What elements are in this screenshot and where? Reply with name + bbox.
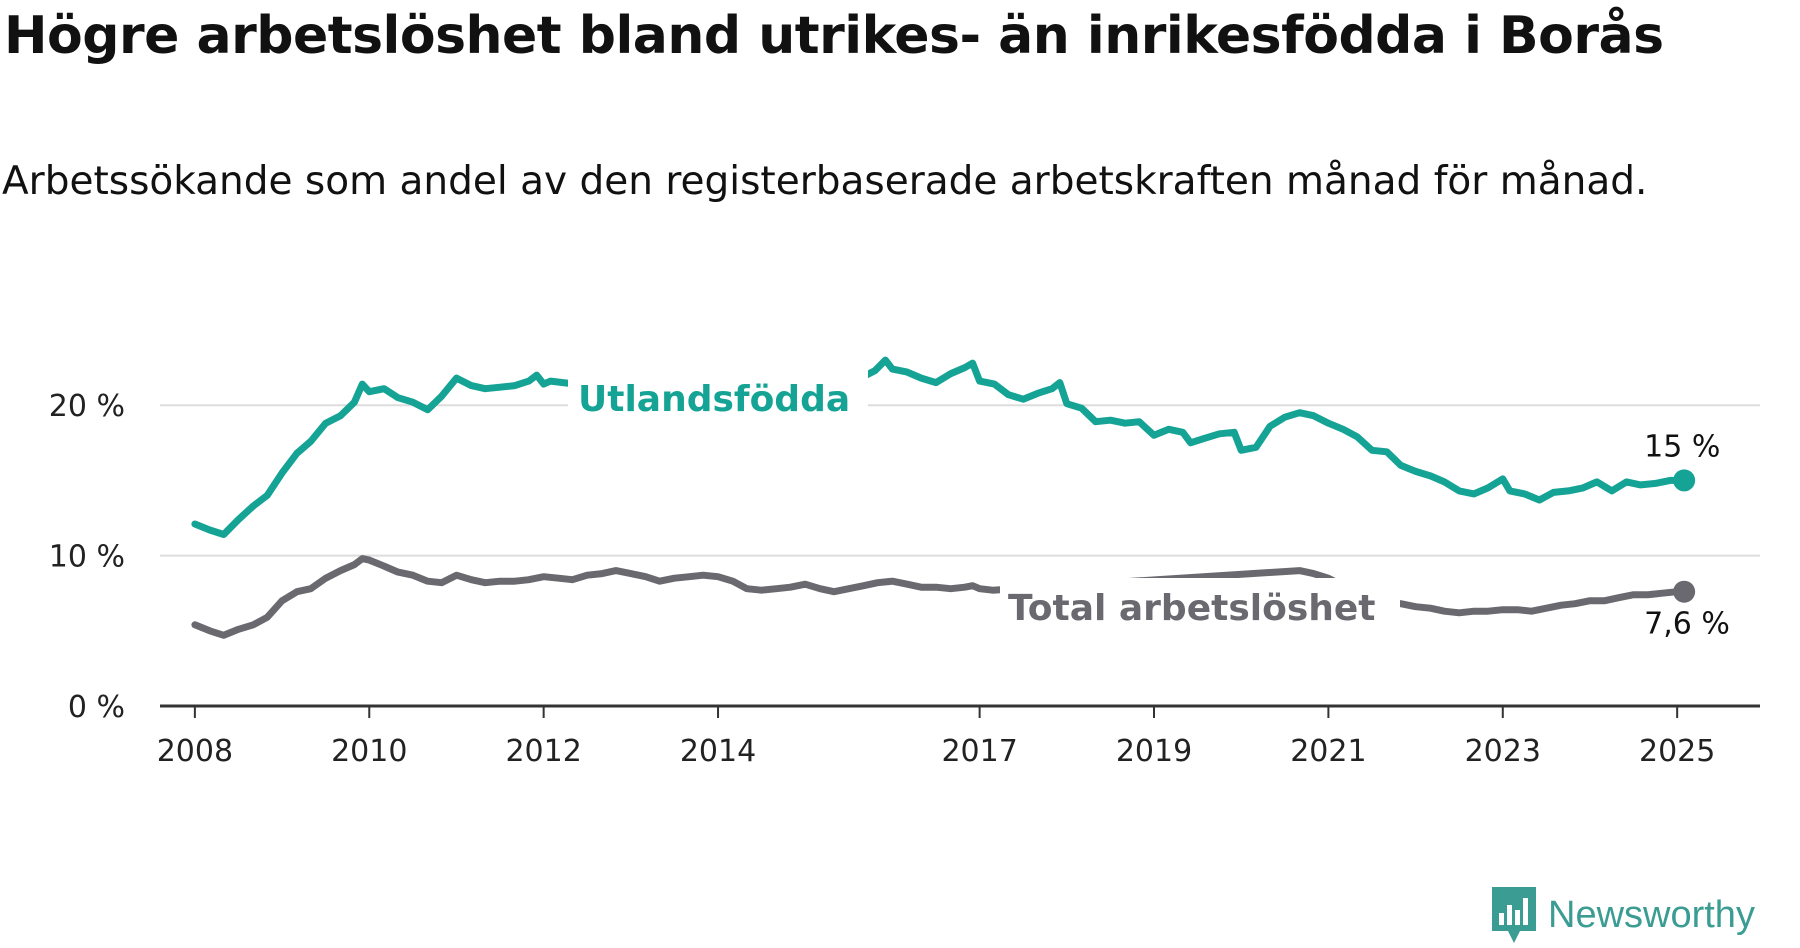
- y-tick-label: 10 %: [49, 540, 125, 575]
- chart-title: Högre arbetslöshet bland utrikes- än inr…: [4, 6, 1664, 66]
- x-tick-label: 2019: [1116, 734, 1192, 769]
- x-tick-label: 2012: [505, 734, 581, 769]
- series-lines: [191, 356, 1696, 639]
- series-end-marker-1: [1673, 580, 1696, 603]
- series-label-1: Total arbetslöshet: [1008, 588, 1376, 629]
- series-label-background: [568, 370, 868, 428]
- x-tick-label: 2017: [941, 734, 1017, 769]
- x-tick-label: 2014: [680, 734, 756, 769]
- x-tick-label: 2021: [1290, 734, 1366, 769]
- y-tick-label: 0 %: [68, 690, 125, 725]
- brand-logo: Newsworthy: [1490, 885, 1755, 945]
- x-tick-label: 2008: [157, 734, 233, 769]
- x-tick-label: 2025: [1639, 734, 1715, 769]
- series-line-1: [191, 555, 1688, 639]
- series-end-marker-0: [1673, 469, 1696, 492]
- brand-name: Newsworthy: [1548, 893, 1755, 936]
- series-end-value-0: 15 %: [1644, 429, 1720, 464]
- series-label-background: [1000, 578, 1400, 638]
- x-tick-label: 2023: [1465, 734, 1541, 769]
- series-line-0: [191, 356, 1688, 538]
- y-tick-label: 20 %: [49, 389, 125, 424]
- axes: 0 % 10 % 20 % 2008 2010 2012 2014 2017 2019 2021 2…: [49, 389, 1760, 769]
- series-label-0: Utlandsfödda: [578, 379, 850, 420]
- x-tick-label: 2010: [331, 734, 407, 769]
- series-end-value-1: 7,6 %: [1644, 607, 1730, 642]
- gridlines: [160, 404, 1760, 557]
- chart-subtitle: Arbetssökande som andel av den registerb…: [2, 159, 1648, 204]
- newsworthy-logo-icon: [1492, 887, 1536, 943]
- series-labels: 15 % 7,6 % Utlandsfödda Total arbetslöshet: [568, 370, 1730, 642]
